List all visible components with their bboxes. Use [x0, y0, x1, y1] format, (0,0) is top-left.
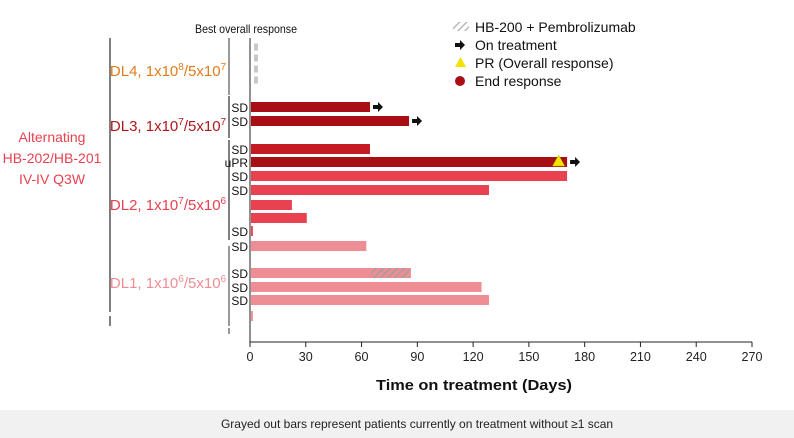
patient-bar: [251, 226, 253, 236]
legend-circle-icon: [455, 76, 465, 86]
group-label-part: /5x10: [184, 118, 221, 135]
patient-bar: [251, 282, 482, 292]
patient-bar: [251, 268, 411, 278]
response-label: SD: [231, 225, 248, 239]
group-label: DL2, 1x107/5x106: [110, 196, 227, 214]
patient-bar: [251, 144, 370, 154]
group-label-part: DL3, 1x10: [110, 118, 178, 135]
regimen-label-line: IV-IV Q3W: [19, 171, 86, 187]
patient-bar: [251, 213, 307, 223]
patient-bar: [251, 185, 489, 195]
on-treatment-arrow: [372, 102, 383, 112]
response-label: SD: [231, 240, 248, 254]
x-tick-label: 150: [518, 349, 539, 364]
regimen-label-line: Alternating: [19, 129, 86, 145]
patient-bar: [251, 200, 292, 210]
group-label-part: DL2, 1x10: [110, 197, 178, 214]
x-tick-label: 120: [463, 349, 484, 364]
response-label: SD: [231, 101, 248, 115]
hatched-segment: [370, 268, 410, 278]
x-tick-label: 270: [742, 349, 763, 364]
group-label-part: 7: [178, 196, 184, 207]
group-label-part: 6: [221, 196, 227, 207]
patient-bar: [251, 241, 367, 251]
response-label: SD: [231, 143, 248, 157]
legend-hatch-swatch: [453, 22, 469, 31]
group-label-part: /5x10: [184, 275, 221, 292]
legend: HB-200 + Pembrolizumab On treatment PR (Ov…: [453, 19, 636, 89]
response-label: uPR: [225, 156, 249, 170]
swimmer-plot: Best overall response Alternating HB-202/H…: [3, 19, 763, 394]
regimen-label-line: HB-202/HB-201: [3, 150, 102, 166]
patient-bar: [251, 157, 568, 167]
x-tick-label: 90: [410, 349, 424, 364]
x-tick-label: 240: [686, 349, 707, 364]
group-label-part: 8: [178, 62, 184, 73]
response-label: SD: [231, 267, 248, 281]
group-label-part: /5x10: [184, 197, 221, 214]
on-treatment-arrow: [570, 157, 581, 167]
x-tick-label: 30: [299, 349, 313, 364]
response-label: SD: [231, 294, 248, 308]
patient-bar: [251, 102, 370, 112]
x-axis-title: Time on treatment (Days): [376, 377, 572, 394]
footer-note-text: Grayed out bars represent patients curre…: [220, 417, 614, 431]
group-label-part: DL1, 1x10: [110, 275, 178, 292]
group-label: DL1, 1x106/5x106: [110, 274, 227, 292]
x-tick-label: 210: [630, 349, 651, 364]
response-label: SD: [231, 184, 248, 198]
column-header: Best overall response: [195, 22, 297, 36]
legend-label: On treatment: [475, 37, 557, 53]
group-label-part: 6: [178, 274, 184, 285]
group-label-part: 7: [178, 117, 184, 128]
x-tick-label: 60: [355, 349, 369, 364]
legend-label: HB-200 + Pembrolizumab: [475, 19, 636, 35]
legend-triangle-icon: [455, 57, 466, 67]
group-label-part: 6: [221, 274, 227, 285]
legend-label: PR (Overall response): [475, 55, 614, 71]
x-tick-label: 180: [574, 349, 595, 364]
group-label-part: /5x10: [184, 63, 221, 80]
response-label: SD: [231, 115, 248, 129]
patient-bar: [251, 171, 568, 181]
group-label-part: 7: [221, 117, 227, 128]
legend-arrow-icon: [455, 40, 465, 50]
patient-bar: [251, 311, 253, 321]
pr-marker: [552, 154, 566, 167]
on-treatment-arrow: [412, 116, 423, 126]
x-tick-label: 0: [247, 349, 254, 364]
legend-label: End response: [475, 73, 562, 89]
patient-bar: [251, 116, 410, 126]
footer-note: Grayed out bars represent patients curre…: [0, 410, 794, 438]
patient-bar: [251, 295, 489, 305]
response-label: SD: [231, 281, 248, 295]
group-label-part: 7: [221, 62, 227, 73]
response-label: SD: [231, 170, 248, 184]
group-label: DL3, 1x107/5x107: [110, 117, 227, 135]
group-label-part: DL4, 1x10: [110, 63, 178, 80]
group-label: DL4, 1x108/5x107: [110, 62, 227, 80]
